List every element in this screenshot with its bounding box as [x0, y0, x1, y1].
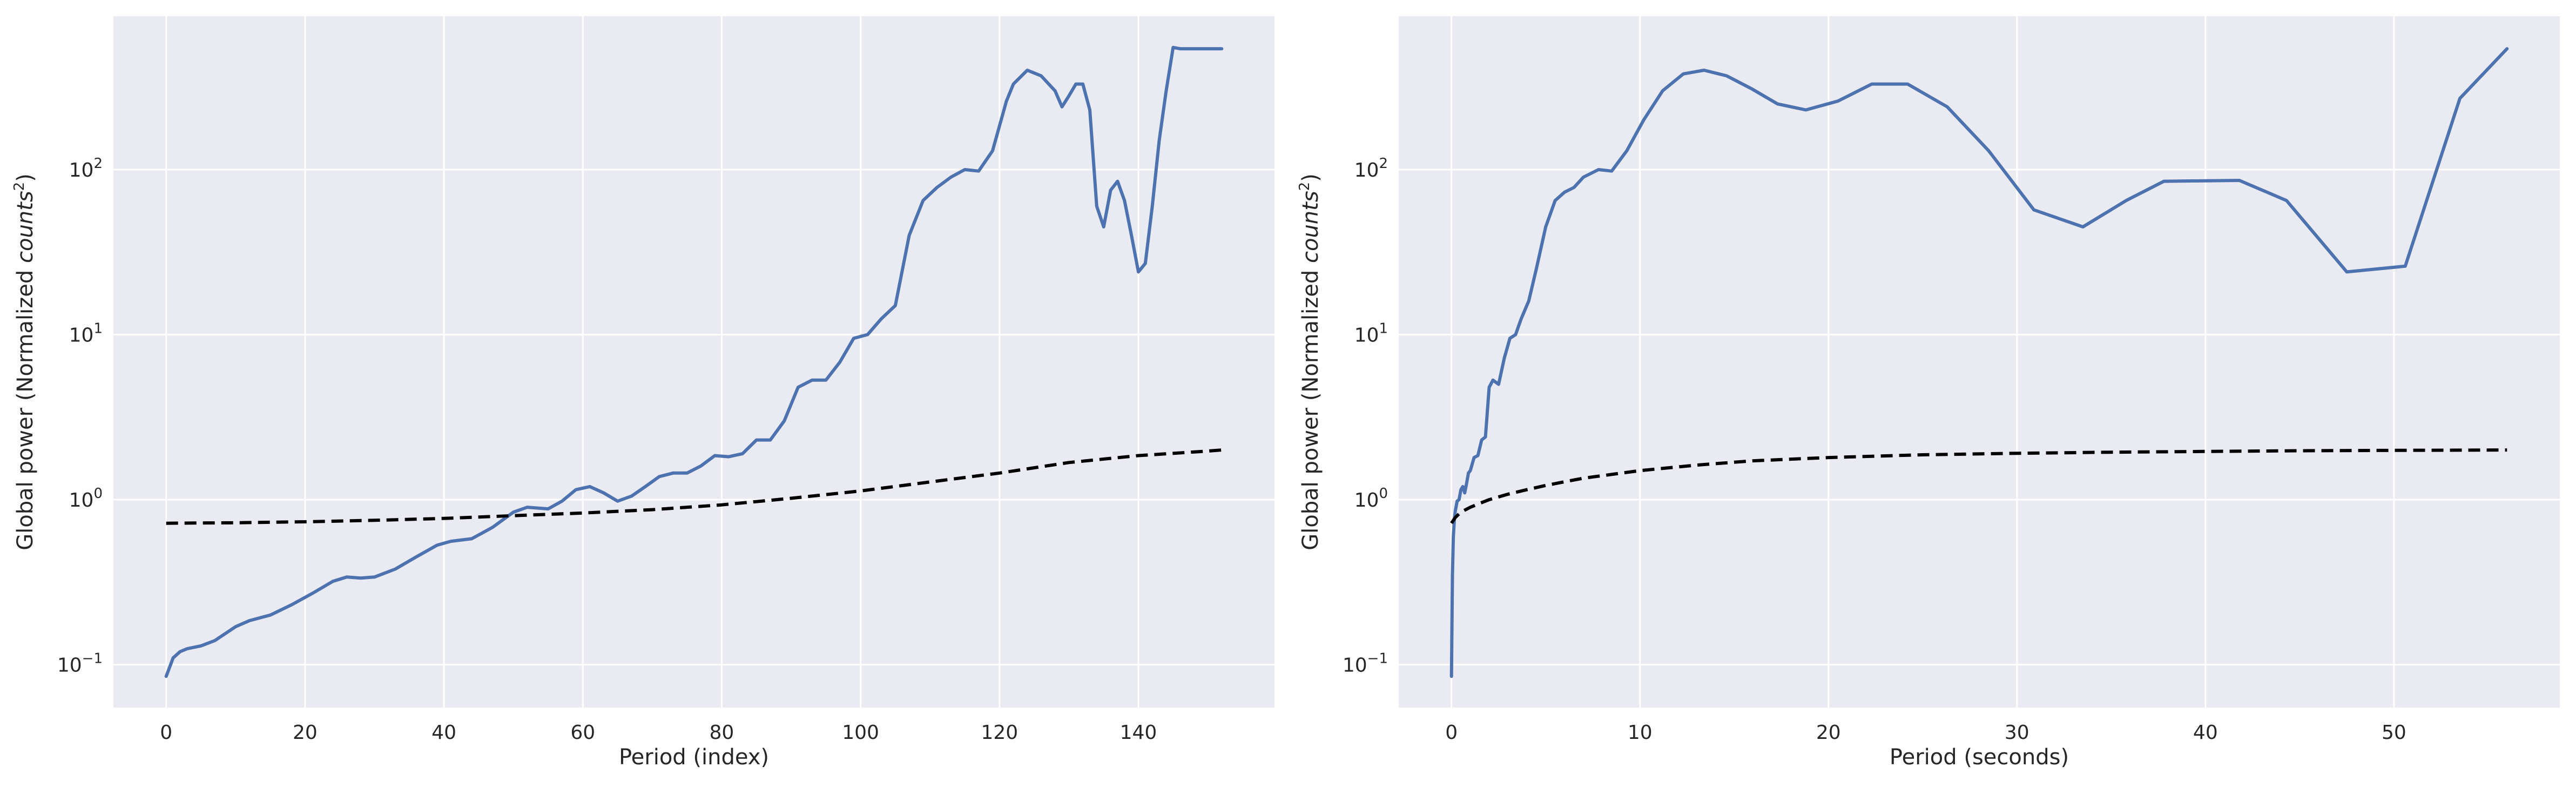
y-tick-label: 102	[1354, 156, 1388, 181]
x-tick-label: 0	[1445, 722, 1458, 744]
y-axis-label: Global power (Normalized counts2)	[1297, 173, 1323, 550]
significance-line	[1450, 448, 2507, 524]
right-chart-panel: 0 10 20 30 40 50 10−1 100 101 102 Period (seconds)…	[1297, 16, 2560, 770]
x-tick-label: 20	[1816, 722, 1841, 744]
y-tick-label: 10−1	[57, 651, 103, 677]
x-tick-label: 10	[1628, 722, 1653, 744]
y-tick-label: 100	[69, 486, 103, 512]
x-tick-label: 80	[710, 722, 734, 744]
x-axis-label: Period (index)	[619, 745, 769, 770]
plot-background	[113, 16, 1274, 708]
global-power-line	[1449, 47, 2509, 678]
x-tick-label: 20	[293, 722, 318, 744]
x-tick-label: 140	[1120, 722, 1157, 744]
x-tick-label: 0	[160, 722, 172, 744]
x-tick-label: 40	[2193, 722, 2218, 744]
plot-background	[1399, 16, 2560, 708]
x-tick-label: 30	[2005, 722, 2029, 744]
x-tick-label: 40	[431, 722, 456, 744]
y-tick-label: 101	[69, 321, 103, 347]
x-tick-label: 100	[842, 722, 879, 744]
y-tick-label: 102	[69, 156, 103, 181]
y-tick-label: 100	[1354, 486, 1388, 512]
global-power-line	[164, 45, 1224, 678]
y-axis-label: Global power (Normalized counts2)	[11, 173, 38, 550]
x-tick-label: 120	[981, 722, 1018, 744]
x-tick-label: 50	[2382, 722, 2406, 744]
x-axis-label: Period (seconds)	[1890, 745, 2069, 770]
left-chart-panel: 0 20 40 60 80 100 120 140 10−1 100 101 102 Period (i…	[11, 16, 1274, 770]
significance-line	[166, 448, 1222, 525]
x-tick-label: 60	[570, 722, 595, 744]
y-tick-label: 101	[1354, 321, 1388, 347]
y-tick-label: 10−1	[1343, 651, 1388, 677]
